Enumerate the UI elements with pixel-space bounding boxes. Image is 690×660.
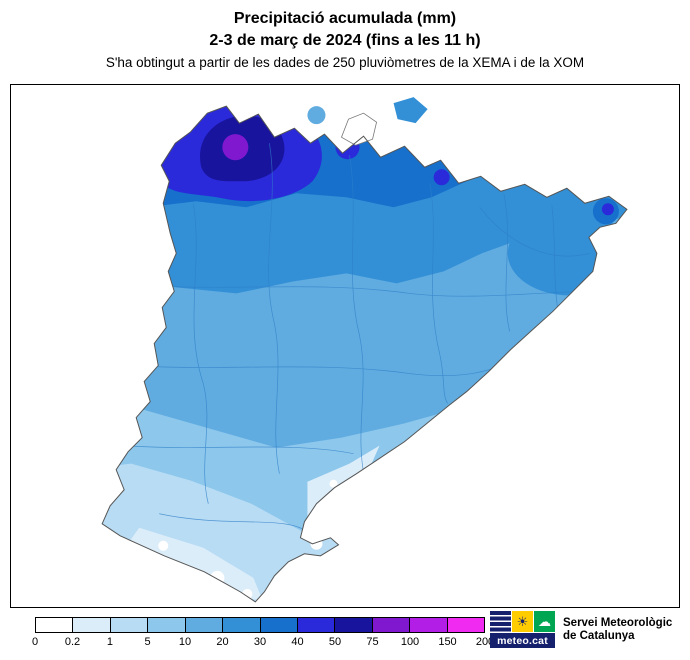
meteocat-logo-mark: ☀ ☁ meteo.cat: [490, 611, 555, 648]
legend-cell: [36, 618, 73, 632]
legend-label: 150: [438, 636, 457, 648]
map-canvas: [10, 84, 680, 608]
precip-zone-75-100: [222, 134, 249, 161]
precip-zone-0-c: [158, 540, 169, 551]
legend-cell: [222, 618, 260, 632]
legend-label: 100: [400, 636, 420, 648]
legend-cell: [109, 618, 148, 632]
legend-cell: [184, 618, 223, 632]
legend-cell: [409, 618, 447, 632]
legend-label: 1: [106, 636, 114, 648]
legend-label: 0.2: [64, 636, 81, 648]
legend-bar: [35, 617, 485, 633]
legend-label: 40: [291, 636, 304, 648]
legend-cell: [371, 618, 410, 632]
catalonia-outline: [101, 105, 628, 603]
precip-zone-0-d: [329, 479, 338, 488]
legend-label: 10: [178, 636, 192, 648]
precip-fragment-north-1: [307, 106, 326, 125]
legend-label: 200: [475, 636, 495, 648]
org-name: Servei Meteorològic de Catalunya: [563, 611, 672, 643]
precip-spot-capcreus-core: [601, 203, 614, 216]
legend-cell: [259, 618, 297, 632]
meteocat-wordmark: meteo.cat: [490, 633, 555, 648]
org-name-line-2: de Catalunya: [563, 630, 635, 642]
legend-label: 30: [253, 636, 267, 648]
precipitation-field: [102, 106, 627, 602]
legend-label: 0: [31, 636, 39, 648]
meteocat-logo: ☀ ☁ meteo.cat Servei Meteorològic de Cat…: [490, 611, 672, 648]
legend-cell: [334, 618, 372, 632]
legend-label: 5: [144, 636, 151, 648]
map-header: Precipitació acumulada (mm) 2-3 de març …: [0, 8, 690, 72]
precip-zone-0-a: [210, 570, 225, 585]
legend-label: 50: [328, 636, 342, 648]
legend-label: 75: [366, 636, 379, 648]
logo-tiles: ☀ ☁: [490, 611, 555, 632]
comarca-boundaries: [103, 143, 620, 535]
org-name-line-1: Servei Meteorològic: [563, 617, 673, 629]
title-line-2: 2-3 de març de 2024 (fins a les 11 h): [209, 32, 481, 49]
subtitle: S'ha obtingut a partir de les dades de 2…: [105, 55, 585, 70]
legend-cell: [296, 618, 335, 632]
cloud-icon: ☁: [534, 611, 555, 632]
precip-spot-border-2: [433, 169, 450, 186]
sun-icon: ☀: [512, 611, 533, 632]
waves-icon: [490, 611, 511, 632]
legend-label: 20: [216, 636, 229, 648]
andorra-outline: [340, 112, 377, 146]
legend-labels: 0 0.2 1 5 10 20 30 40 50 75 100 150 200: [31, 636, 494, 650]
legend-cell: [147, 618, 185, 632]
legend-cell: [446, 618, 485, 632]
precipitation-legend: 0 0.2 1 5 10 20 30 40 50 75 100 150 200: [31, 617, 494, 650]
precip-fragment-north-2: [393, 97, 428, 124]
catalonia-map: [101, 97, 628, 603]
legend-cell: [72, 618, 110, 632]
title-line-1: Precipitació acumulada (mm): [233, 10, 457, 27]
